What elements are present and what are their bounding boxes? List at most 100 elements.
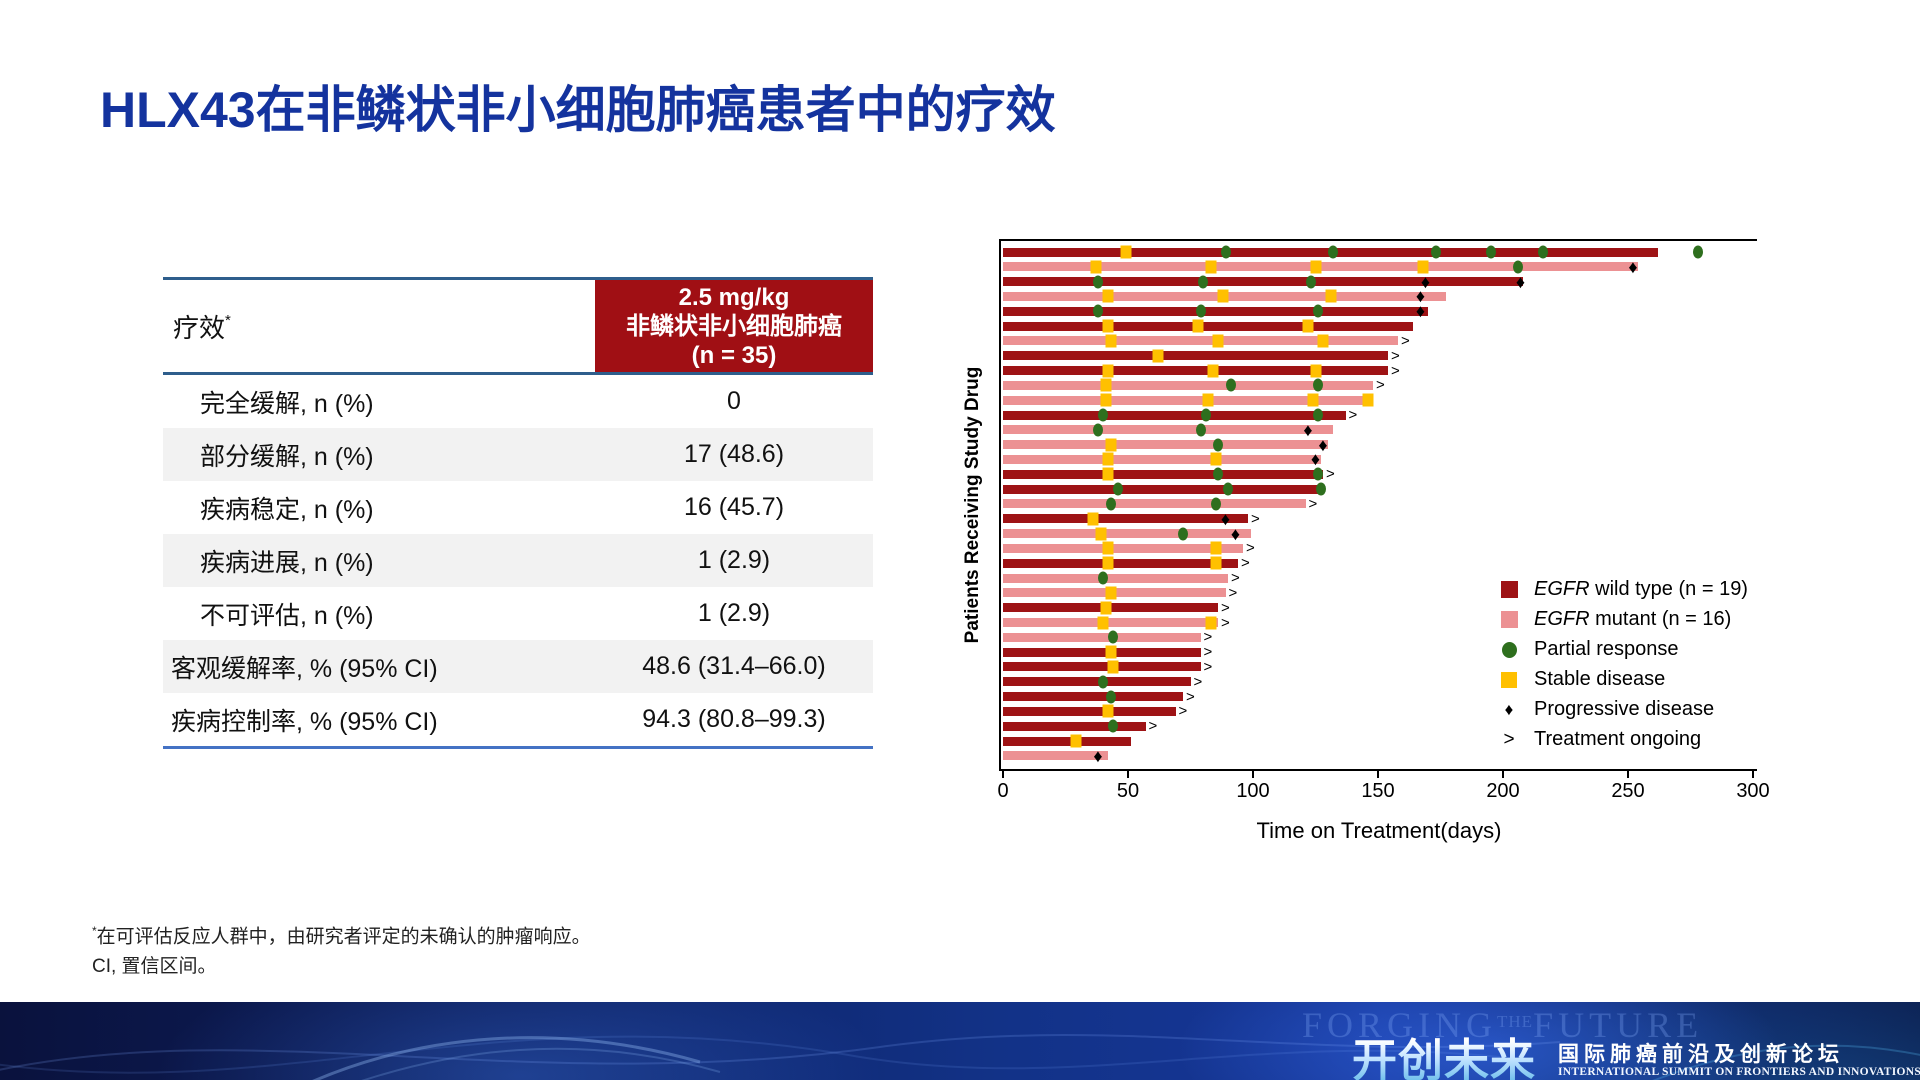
stable-disease-marker bbox=[1120, 245, 1131, 259]
axis-tick bbox=[1252, 770, 1254, 778]
treatment-bar bbox=[1003, 484, 1323, 494]
stable-disease-marker bbox=[1087, 512, 1099, 526]
treatment-ongoing-arrow-icon: > bbox=[1193, 673, 1203, 691]
progressive-disease-marker: ♦ bbox=[1628, 256, 1638, 277]
axis-tick-label: 250 bbox=[1611, 780, 1645, 802]
legend-label: EGFR wild type (n = 19) bbox=[1534, 578, 1748, 600]
footnote-line: *在可评估反应人群中，由研究者评定的未确认的肿瘤响应。 bbox=[92, 916, 591, 952]
stable-disease-marker bbox=[1217, 289, 1229, 303]
stable-disease-marker bbox=[1152, 349, 1164, 363]
partial-response-marker bbox=[1113, 482, 1123, 496]
stable-disease-marker bbox=[1105, 645, 1116, 659]
row-label: 完全缓解, n (%) bbox=[200, 389, 374, 418]
partial-response-marker bbox=[1213, 438, 1223, 452]
footnote-line: CI, 置信区间。 bbox=[92, 952, 591, 982]
stable-disease-marker bbox=[1210, 556, 1221, 570]
table-row: 疾病进展, n (%) 1 (2.9) bbox=[163, 534, 873, 587]
partial-response-marker bbox=[1195, 304, 1206, 318]
partial-response-marker bbox=[1223, 482, 1233, 496]
stable-disease-marker bbox=[1192, 319, 1204, 333]
partial-response-marker bbox=[1098, 571, 1108, 585]
treatment-bar bbox=[1003, 632, 1201, 642]
row-label: 不可评估, n (%) bbox=[200, 601, 374, 630]
row-label: 疾病控制率, % (95% CI) bbox=[171, 707, 438, 736]
treatment-ongoing-arrow-icon: > bbox=[1376, 376, 1385, 394]
row-label: 疾病稳定, n (%) bbox=[200, 495, 374, 524]
table-row: 不可评估, n (%) 1 (2.9) bbox=[163, 587, 873, 640]
partial-response-icon bbox=[1498, 641, 1520, 658]
treatment-ongoing-arrow-icon: > bbox=[1186, 688, 1195, 706]
partial-response-marker bbox=[1105, 690, 1116, 704]
footnote-asterisk: * bbox=[92, 924, 97, 938]
treatment-ongoing-arrow-icon: > bbox=[1203, 643, 1213, 661]
treatment-ongoing-arrow-icon: > bbox=[1391, 347, 1400, 365]
stable-disease-marker bbox=[1105, 334, 1116, 348]
partial-response-marker bbox=[1098, 675, 1108, 689]
stable-disease-marker bbox=[1205, 260, 1216, 274]
table-row: 完全缓解, n (%) 0 bbox=[163, 375, 873, 428]
treatment-ongoing-arrow-icon: > bbox=[1308, 495, 1318, 513]
treatment-ongoing-arrow-icon: > bbox=[1241, 554, 1250, 572]
row-value: 1 (2.9) bbox=[697, 546, 771, 574]
row-value: 48.6 (31.4–66.0) bbox=[642, 652, 826, 680]
x-axis-title: Time on Treatment(days) bbox=[1256, 818, 1502, 843]
progressive-disease-marker: ♦ bbox=[1230, 523, 1241, 544]
treatment-bar bbox=[1003, 647, 1201, 657]
treatment-ongoing-arrow-icon: > bbox=[1148, 717, 1158, 735]
partial-response-marker bbox=[1313, 467, 1323, 481]
y-axis-title: Patients Receiving Study Drug bbox=[962, 366, 983, 644]
table-row: 客观缓解率, % (95% CI) 48.6 (31.4–66.0) bbox=[163, 640, 873, 693]
treatment-ongoing-arrow-icon: > bbox=[1221, 614, 1230, 631]
table-row: 部分缓解, n (%) 17 (48.6) bbox=[163, 428, 873, 481]
stable-disease-marker bbox=[1210, 452, 1221, 466]
partial-response-marker bbox=[1538, 245, 1548, 259]
legend-label: Stable disease bbox=[1534, 668, 1666, 690]
stable-disease-marker bbox=[1100, 378, 1111, 392]
axis-bottom-spine bbox=[999, 769, 1757, 771]
table-body: 完全缓解, n (%) 0 部分缓解, n (%) 17 (48.6) 疾病稳定, n … bbox=[163, 375, 873, 746]
stable-disease-marker bbox=[1310, 364, 1321, 378]
treatment-bar bbox=[1003, 410, 1346, 420]
stable-disease-marker bbox=[1310, 260, 1321, 274]
treatment-bar bbox=[1003, 618, 1218, 627]
dose-line: 2.5 mg/kg bbox=[678, 283, 790, 311]
row-value: 17 (48.6) bbox=[683, 440, 785, 468]
legend-label: Progressive disease bbox=[1534, 698, 1715, 720]
row-label: 客观缓解率, % (95% CI) bbox=[171, 654, 438, 683]
table-row: 疾病稳定, n (%) 16 (45.7) bbox=[163, 481, 873, 534]
stable-disease-marker bbox=[1202, 393, 1214, 407]
treatment-ongoing-arrow-icon: > bbox=[1246, 539, 1255, 557]
treatment-bar bbox=[1003, 706, 1176, 716]
partial-response-marker bbox=[1105, 497, 1116, 511]
stable-disease-marker bbox=[1102, 452, 1114, 466]
treatment-ongoing-arrow-icon: > bbox=[1203, 628, 1213, 646]
row-label: 部分缓解, n (%) bbox=[200, 442, 374, 471]
partial-response-marker bbox=[1220, 245, 1231, 259]
partial-response-marker bbox=[1098, 408, 1108, 422]
partial-response-marker bbox=[1225, 378, 1236, 392]
conference-banner: FORGINGTHEFUTURE 开创未来 国际肺癌前沿及创新论坛 INTERN… bbox=[0, 1002, 1920, 1080]
population-line: 非鳞状非小细胞肺癌 bbox=[626, 312, 842, 340]
axis-tick-label: 200 bbox=[1486, 780, 1520, 802]
stable-disease-marker bbox=[1362, 393, 1374, 407]
treatment-ongoing-arrow-icon: > bbox=[1391, 362, 1400, 380]
banner-ghost-text: FORGINGTHEFUTURE bbox=[1302, 1005, 1704, 1045]
treatment-bar bbox=[1003, 336, 1398, 346]
efficacy-table: 疗效 * 2.5 mg/kg 非鳞状非小细胞肺癌 (n = 35) 完全缓解, n… bbox=[163, 277, 873, 749]
stable-disease-marker bbox=[1090, 260, 1101, 274]
stable-disease-marker bbox=[1105, 438, 1116, 452]
stable-disease-marker bbox=[1095, 527, 1106, 541]
axis-tick-label: 100 bbox=[1236, 780, 1270, 802]
partial-response-marker bbox=[1108, 630, 1118, 644]
mutant-swatch-icon bbox=[1498, 611, 1520, 628]
chart-legend: EGFR wild type (n = 19) EGFR mutant (n = … bbox=[1498, 578, 1748, 750]
stable-disease-marker bbox=[1207, 364, 1219, 378]
stable-disease-marker bbox=[1317, 334, 1329, 348]
stable-disease-marker bbox=[1102, 319, 1114, 333]
stable-disease-marker bbox=[1102, 541, 1114, 555]
treatment-bar bbox=[1003, 454, 1321, 464]
stable-disease-marker bbox=[1205, 616, 1216, 629]
axis-tick bbox=[1752, 770, 1754, 778]
partial-response-marker bbox=[1108, 719, 1118, 733]
